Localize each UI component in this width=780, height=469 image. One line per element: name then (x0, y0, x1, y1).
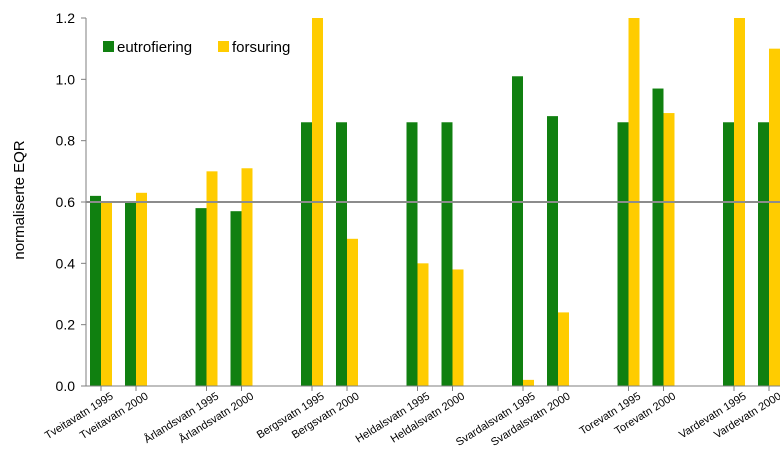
bar-forsuring-0 (101, 202, 112, 386)
bar-forsuring-9 (558, 312, 569, 386)
bar-forsuring-7 (452, 269, 464, 386)
bar-eutrofiering-4 (301, 122, 312, 387)
x-tick-label: Torevatn 2000 (613, 390, 678, 437)
bar-forsuring-13 (769, 48, 780, 387)
bar-eutrofiering-12 (723, 122, 734, 387)
bar-eutrofiering-11 (652, 88, 664, 387)
y-tick-label: 1.2 (56, 10, 76, 26)
bar-eutrofiering-3 (230, 211, 242, 386)
y-tick-label: 0.6 (56, 194, 76, 210)
y-tick-label: 0.0 (56, 378, 76, 394)
bar-eutrofiering-1 (125, 202, 136, 386)
bar-eutrofiering-8 (512, 76, 523, 387)
bar-forsuring-3 (241, 168, 253, 386)
y-axis-title: normaliserte EQR (11, 140, 28, 259)
bar-eutrofiering-2 (195, 208, 207, 386)
bar-eutrofiering-9 (547, 116, 558, 386)
bar-forsuring-2 (206, 171, 218, 386)
legend-label-forsuring: forsuring (232, 39, 290, 56)
bar-eutrofiering-10 (617, 122, 629, 387)
legend: eutrofiering forsuring (103, 39, 290, 56)
bar-forsuring-5 (347, 238, 358, 386)
bar-eutrofiering-0 (90, 195, 101, 386)
bar-forsuring-8 (523, 379, 534, 386)
bar-forsuring-11 (663, 113, 675, 387)
bar-forsuring-1 (136, 192, 147, 386)
y-tick-label: 0.4 (56, 255, 76, 271)
y-tick-label: 0.8 (56, 133, 76, 149)
y-tick-label: 1.0 (56, 71, 76, 87)
bar-eutrofiering-13 (758, 122, 769, 387)
legend-swatch-forsuring (218, 41, 229, 52)
legend-label-eutrofiering: eutrofiering (117, 39, 192, 56)
bar-eutrofiering-5 (336, 122, 347, 387)
legend-swatch-eutrofiering (103, 41, 114, 52)
y-tick-label: 0.2 (56, 317, 76, 333)
bar-eutrofiering-7 (441, 122, 453, 387)
bar-forsuring-6 (417, 263, 429, 386)
bar-eutrofiering-6 (406, 122, 418, 387)
